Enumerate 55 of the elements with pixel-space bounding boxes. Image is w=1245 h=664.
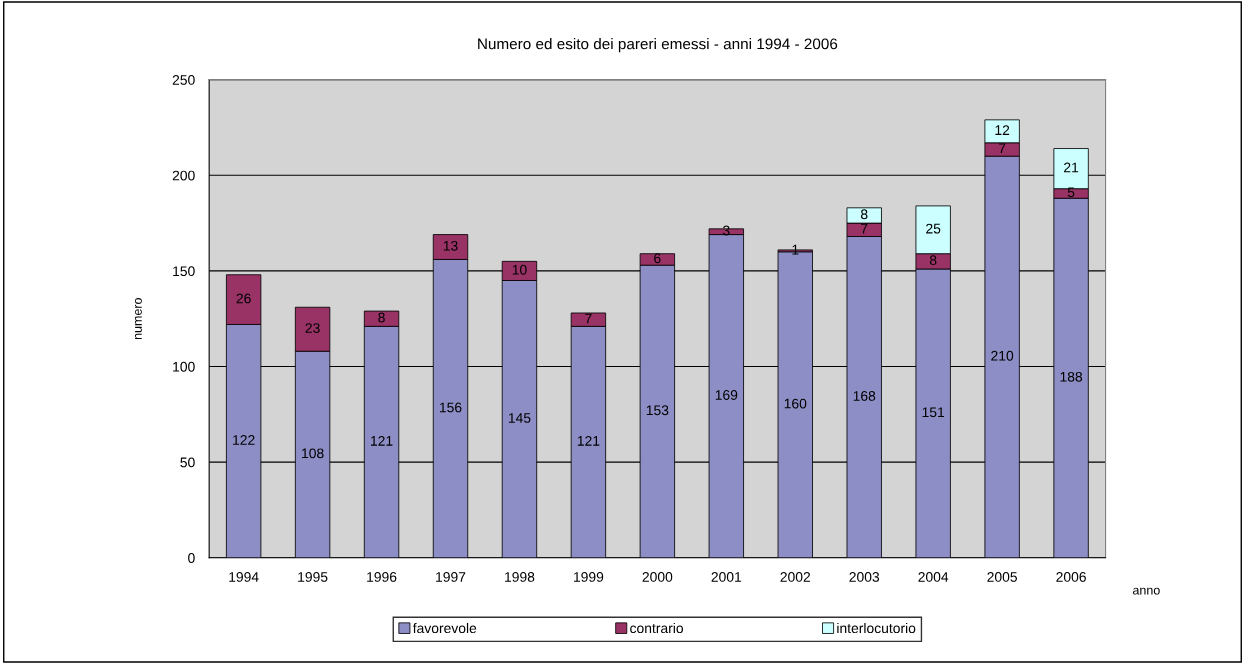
legend-label: interlocutorio	[837, 622, 916, 634]
data-label: 21	[1064, 162, 1079, 173]
data-label: 145	[508, 413, 531, 423]
data-label: 8	[929, 255, 937, 266]
y-tick-label: 250	[172, 75, 195, 85]
x-tick-label: 2002	[780, 572, 811, 582]
data-label: 8	[378, 312, 385, 323]
data-label: 8	[860, 209, 868, 220]
data-label: 6	[654, 253, 661, 264]
y-tick-label: 50	[180, 457, 195, 468]
x-tick-label: 1994	[229, 572, 259, 582]
chart-title: Numero ed esito dei pareri emessi - anni 1994 - 2006	[478, 38, 838, 53]
data-label: 151	[922, 407, 945, 418]
x-tick-label: 1998	[505, 572, 535, 582]
x-tick-label: 1996	[367, 572, 397, 582]
y-tick-label: 100	[173, 361, 195, 372]
data-label: 13	[443, 240, 458, 251]
data-label: 121	[577, 435, 600, 446]
data-label: 160	[784, 398, 807, 409]
y-tick-label: 0	[188, 553, 195, 563]
data-label: 25	[926, 223, 941, 234]
x-tick-label: 2006	[1056, 572, 1086, 582]
legend-label: contrario	[630, 622, 684, 634]
data-label: 156	[439, 402, 462, 413]
data-label: 3	[722, 225, 730, 236]
y-axis-title: numero	[135, 298, 142, 340]
x-tick-label: 1997	[436, 572, 466, 582]
x-tick-label: 1995	[298, 572, 328, 582]
data-label: 7	[585, 313, 592, 324]
data-label: 5	[1067, 187, 1075, 198]
data-label: 10	[512, 264, 527, 275]
legend-label: favorevole	[412, 622, 477, 634]
x-tick-label: 2000	[642, 572, 673, 582]
data-label: 210	[991, 350, 1014, 361]
data-label: 122	[233, 435, 255, 445]
y-tick-label: 150	[173, 266, 195, 277]
data-label: 7	[998, 143, 1006, 154]
x-tick-label: 2004	[918, 572, 949, 582]
data-label: 121	[371, 435, 393, 446]
data-label: 1	[792, 244, 799, 255]
data-label: 188	[1060, 371, 1083, 382]
data-label: 7	[861, 223, 868, 234]
x-axis-title: anno	[1132, 587, 1160, 595]
data-label: 169	[715, 390, 738, 400]
data-label: 12	[995, 125, 1010, 135]
data-label: 26	[236, 293, 251, 304]
x-tick-label: 2001	[711, 572, 742, 582]
x-tick-label: 2005	[987, 572, 1017, 582]
x-tick-label: 1999	[574, 572, 604, 582]
y-tick-label: 200	[172, 170, 195, 181]
data-label: 23	[305, 323, 320, 333]
x-tick-label: 2003	[849, 572, 880, 582]
data-label: 108	[302, 448, 324, 459]
data-label: 168	[853, 391, 876, 401]
data-label: 153	[646, 405, 669, 416]
